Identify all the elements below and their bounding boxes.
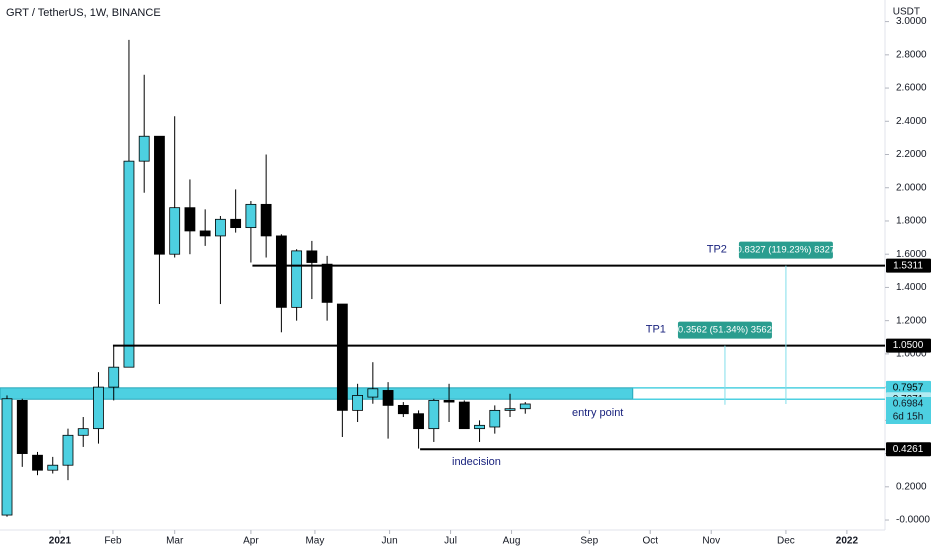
y-axis-label: USDT: [893, 7, 920, 18]
projection-label: 0.8327 (119.23%) 8327: [737, 245, 836, 256]
x-tick-label: Oct: [642, 536, 658, 547]
candle-body: [367, 388, 379, 398]
countdown: 6d 15h: [893, 412, 924, 423]
candle-body: [199, 230, 211, 237]
candle-body: [93, 386, 104, 430]
y-tick-label: 1.6000: [896, 249, 927, 260]
y-tick-label: 2.2000: [896, 149, 927, 160]
y-tick-label: 1.8000: [896, 216, 927, 227]
y-tick-label: 2.6000: [896, 83, 927, 94]
candle-body: [474, 424, 485, 430]
candle-body: [519, 403, 531, 410]
projection-box: [677, 321, 772, 339]
candle-body: [138, 135, 150, 162]
candle-body: [306, 250, 318, 263]
price-tag: [886, 338, 931, 353]
candle-body: [321, 263, 333, 303]
y-tick-label: 1.4000: [896, 282, 927, 293]
candle-body: [443, 400, 455, 403]
candle-body: [77, 428, 89, 436]
candle-body: [32, 454, 43, 471]
x-tick-label: Jun: [382, 536, 398, 547]
candle-body: [169, 207, 181, 255]
price-tag: [886, 380, 931, 395]
candle-body: [352, 395, 363, 411]
projection-name: TP1: [646, 323, 666, 335]
x-tick-label: Sep: [580, 536, 598, 547]
y-tick-label: 1.2000: [896, 315, 927, 326]
price-tag-label: 0.7957: [893, 382, 924, 393]
candle-body: [108, 366, 120, 388]
candle-body: [397, 404, 409, 415]
y-tick-label: 0.2000: [896, 481, 927, 492]
price-tag-label: 0.4261: [893, 444, 924, 455]
y-tick-label: 2.0000: [896, 182, 927, 193]
candle-body: [458, 401, 470, 430]
x-tick-label: May: [305, 536, 324, 547]
projection-label: 0.3562 (51.34%) 3562: [678, 325, 772, 336]
x-tick-label: 2021: [49, 536, 72, 547]
candle-body: [428, 400, 440, 430]
price-tag: [886, 396, 931, 424]
candle-body: [260, 203, 272, 237]
projection-name: TP2: [707, 244, 727, 256]
candle-body: [489, 409, 501, 428]
x-tick-label: Nov: [702, 536, 720, 547]
x-tick-label: Apr: [243, 536, 259, 547]
x-tick-label: Feb: [104, 536, 122, 547]
price-tag: [886, 442, 931, 457]
y-tick-label: 2.4000: [896, 116, 927, 127]
candle-body: [230, 218, 242, 229]
price-tag: [886, 258, 931, 273]
candle-body: [382, 390, 394, 406]
x-tick-label: Jul: [444, 536, 457, 547]
price-tag-label: 1.5311: [893, 260, 923, 271]
candle-body: [154, 135, 165, 255]
candle-body: [16, 400, 28, 454]
annotation: entry point: [572, 407, 623, 419]
candle-body: [291, 250, 303, 308]
candle-body: [184, 207, 196, 232]
y-tick-label: 1.0000: [896, 349, 927, 360]
candle-body: [1, 398, 13, 516]
x-tick-label: Dec: [777, 536, 795, 547]
candle-body: [336, 303, 348, 411]
candle-body: [215, 218, 226, 237]
x-tick-label: Mar: [166, 536, 184, 547]
annotation: indecision: [452, 456, 501, 468]
price-tag-label: 1.0500: [893, 340, 924, 351]
candle-body: [413, 413, 424, 430]
x-tick-label: 2022: [836, 536, 859, 547]
y-tick-label: -0.0000: [896, 515, 930, 526]
zone: [0, 387, 634, 400]
candle-body: [275, 235, 287, 308]
chart-title: GRT / TetherUS, 1W, BINANCE: [6, 7, 161, 19]
x-tick-label: Aug: [503, 536, 521, 547]
y-tick-label: 3.0000: [896, 16, 927, 27]
projection-box: [738, 241, 833, 259]
y-tick-label: 2.8000: [896, 49, 927, 60]
candle-body: [62, 434, 74, 466]
candle-body: [47, 464, 59, 471]
candle-body: [123, 160, 135, 368]
candle-body: [245, 203, 257, 229]
price-tag-label: 0.6984: [893, 399, 924, 410]
candle-body: [504, 408, 516, 411]
